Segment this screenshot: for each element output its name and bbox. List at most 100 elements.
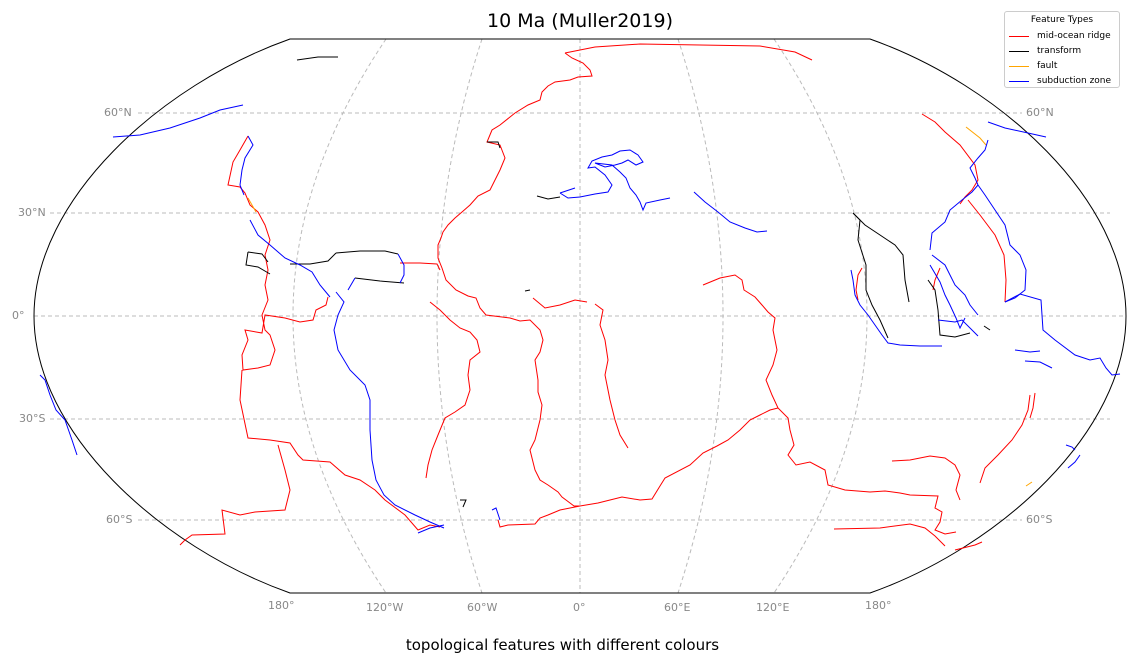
- ridge-south-china: [967, 199, 1007, 303]
- subduction-lesser-antilles: [397, 253, 405, 284]
- legend-label: transform: [1037, 46, 1082, 56]
- subduction-andes: [333, 291, 445, 529]
- ridge-carlsberg: [702, 274, 957, 535]
- fault-alpine: [1025, 481, 1033, 487]
- fault-san-andreas: [247, 197, 257, 213]
- legend-item-subduction-zone: subduction zone: [1009, 74, 1111, 88]
- ridge-chile-rise: [179, 444, 291, 546]
- map-outline: [33, 38, 1127, 594]
- legend-label: fault: [1037, 61, 1058, 71]
- subduction-hellenic: [559, 187, 576, 194]
- transform-mendocino-b: [247, 251, 269, 263]
- transform-philippine-b: [852, 212, 910, 303]
- ridge-east-pacific: [227, 135, 329, 371]
- legend-swatch-ridge: [1009, 35, 1029, 37]
- lon-label-0: 0°: [573, 601, 586, 614]
- subduction-ryukyu: [929, 184, 979, 251]
- ridge-phil: [855, 267, 863, 301]
- lat-label-0-left: 0°: [12, 309, 25, 322]
- ridge-macquarie: [979, 394, 1031, 484]
- subduction-japan: [987, 121, 1047, 138]
- ridge-antarctic-east: [954, 541, 983, 551]
- legend-item-mid-ocean-ridge: mid-ocean ridge: [1009, 29, 1111, 43]
- transform-newguinea: [927, 279, 971, 338]
- subduction-mariana: [977, 184, 1027, 303]
- ridge-mid-atlantic: [437, 52, 779, 507]
- subduction-tonga-kermadec: [1065, 444, 1076, 451]
- lat-label-30n-left: 30°N: [18, 206, 46, 219]
- map-title: 10 Ma (Muller2019): [487, 10, 673, 32]
- subduction-solomon: [1014, 349, 1041, 353]
- lon-label-60e: 60°E: [664, 601, 691, 614]
- transform-philippine: [852, 212, 889, 339]
- ridge-southeast-indian: [833, 523, 946, 547]
- lat-label-30s-left: 30°S: [19, 412, 46, 425]
- ridge-southwest-indian: [594, 303, 629, 449]
- subduction-new-guinea: [1004, 293, 1121, 376]
- ridge-gulf: [532, 297, 588, 309]
- transform-azores: [536, 195, 561, 200]
- ridge-tasman: [891, 455, 961, 501]
- transform-equatorial: [524, 289, 531, 292]
- legend-item-fault: fault: [1009, 59, 1057, 73]
- ridge-south-atlantic-tail: [497, 505, 581, 528]
- ridge-japan-sea: [921, 113, 979, 205]
- lon-label-180-right: 180°: [865, 599, 892, 612]
- transform-arctic: [296, 56, 338, 61]
- lat-label-60s-right: 60°S: [1026, 513, 1053, 526]
- legend-swatch-transform: [1009, 50, 1029, 52]
- ridge-arctic: [564, 43, 813, 61]
- subduction-caribbean-west: [347, 277, 356, 291]
- legend-label: subduction zone: [1037, 76, 1112, 86]
- ridge-west-africa-arc: [425, 301, 481, 479]
- lon-label-120w: 120°W: [366, 601, 404, 614]
- subduction-himalaya: [693, 191, 768, 233]
- subduction-philippine: [931, 254, 979, 316]
- transform-png-b: [983, 325, 991, 331]
- subduction-scotia: [417, 524, 445, 534]
- subduction-hikurangi: [1067, 454, 1081, 469]
- transform-scotia: [460, 499, 467, 508]
- mid-ocean-ridges: [179, 43, 1036, 551]
- subduction-izu: [969, 139, 989, 186]
- subduction-cascadia: [239, 135, 254, 196]
- fault-kuril: [965, 126, 987, 146]
- transforms: [245, 56, 991, 508]
- lat-label-60s-left: 60°S: [106, 513, 133, 526]
- subduction-peru-chile-west: [39, 374, 78, 456]
- lon-label-180-left: 180°: [268, 599, 295, 612]
- lon-label-120e: 120°E: [756, 601, 790, 614]
- faults: [247, 126, 1033, 487]
- legend-swatch-subduction: [1009, 80, 1029, 82]
- legend-swatch-fault: [1009, 65, 1029, 67]
- legend: Feature Types mid-ocean ridge transform …: [1004, 11, 1120, 88]
- lat-label-60n-left: 60°N: [104, 106, 132, 119]
- subduction-central-america: [249, 219, 331, 298]
- transform-caribbean-n: [335, 250, 399, 255]
- transform-gulf: [290, 252, 337, 265]
- ridge-macquarie-2: [1029, 392, 1036, 419]
- transform-mendocino: [245, 251, 271, 275]
- legend-label: mid-ocean ridge: [1037, 31, 1111, 41]
- subduction-halmahera: [929, 264, 966, 330]
- map-caption: topological features with different colo…: [405, 636, 720, 654]
- gridline-lon-120w: [292, 38, 387, 594]
- gridlines: [34, 38, 1126, 594]
- subduction-sulawesi: [937, 319, 979, 337]
- legend-item-transform: transform: [1009, 44, 1081, 58]
- lon-label-60w: 60°W: [467, 601, 498, 614]
- transform-iceland: [487, 141, 501, 149]
- subduction-aleutian: [112, 104, 244, 138]
- ridge-caribbean: [400, 262, 441, 271]
- subduction-zones: [39, 104, 1121, 534]
- lat-label-60n-right: 60°N: [1026, 106, 1054, 119]
- subduction-south-sandwich: [491, 507, 501, 521]
- subduction-sumatra: [850, 269, 942, 347]
- ridge-coral: [932, 267, 941, 291]
- subduction-mediterranean: [559, 149, 671, 212]
- subduction-vanuatu: [1024, 360, 1053, 369]
- gridline-lon-120e: [773, 38, 868, 594]
- gridline-lon-60e: [677, 38, 724, 594]
- gridline-lon-60w: [436, 38, 483, 594]
